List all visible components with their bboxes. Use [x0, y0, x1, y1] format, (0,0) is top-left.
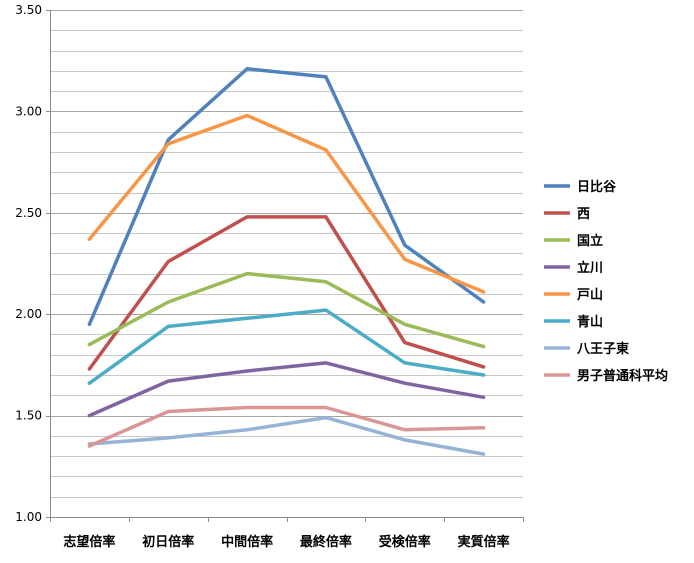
series-line-西: [87, 215, 486, 371]
y-tick-label: 1.00: [15, 510, 42, 524]
legend-label: 青山: [577, 314, 603, 330]
x-tick-label: 最終倍率: [300, 534, 352, 550]
x-tick-label: 志望倍率: [63, 534, 115, 550]
x-tick-label: 中間倍率: [221, 534, 273, 550]
y-tick-label: 2.50: [15, 206, 42, 220]
x-tick-label: 初日倍率: [142, 534, 194, 550]
legend-label: 男子普通科平均: [577, 368, 668, 384]
legend-label: 日比谷: [577, 179, 617, 195]
series-line-日比谷: [87, 67, 486, 327]
y-tick-label: 3.00: [15, 104, 42, 118]
legend-label: 八王子東: [576, 341, 629, 357]
x-tick-label: 受検倍率: [379, 534, 431, 550]
series-line-国立: [87, 271, 486, 349]
legend-label: 国立: [577, 233, 603, 249]
grid: [50, 10, 523, 518]
axes: 1.00 1.50 2.00 2.50 3.00 3.50 志望倍率 初日倍率 中間倍率 最終倍率…: [15, 3, 524, 550]
y-tick-label: 1.50: [15, 409, 42, 423]
legend-label: 戸山: [577, 287, 603, 303]
series-line-立川: [87, 361, 486, 418]
y-tick-label: 2.00: [15, 307, 42, 321]
series-line-八王子東: [87, 415, 486, 456]
series-line-男子普通科平均: [87, 405, 486, 448]
series-line-青山: [87, 308, 486, 385]
series-line-戸山: [87, 113, 486, 294]
legend-label: 西: [577, 207, 590, 222]
y-tick-label: 3.50: [15, 3, 42, 17]
legend-label: 立川: [577, 260, 603, 276]
series-lines: [87, 67, 486, 456]
x-tick-label: 実質倍率: [458, 534, 510, 550]
